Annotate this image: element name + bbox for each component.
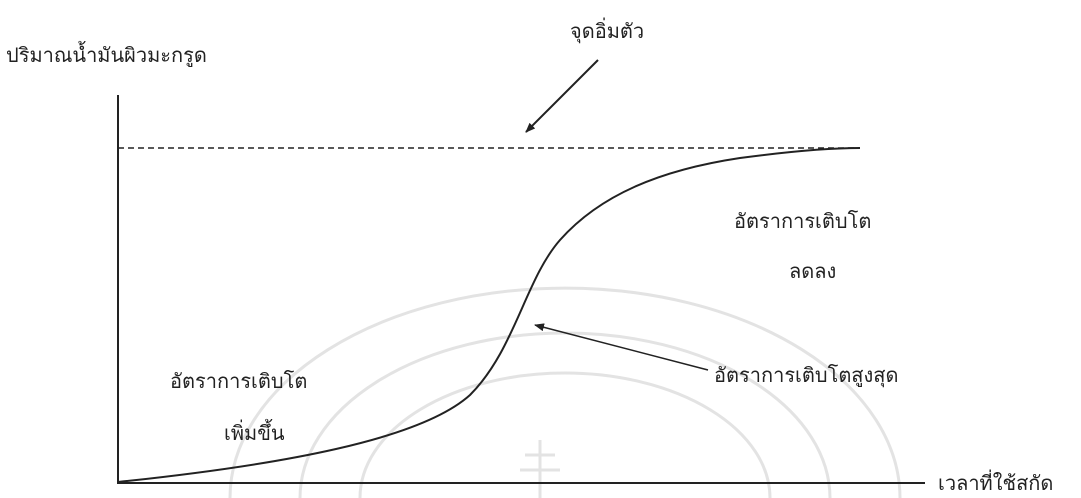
saturation-arrow	[525, 59, 599, 133]
increasing-rate-label-line-1: อัตราการเติบโต	[170, 369, 307, 393]
increasing-rate-label-line-2: เพิ่มขึ้น	[224, 419, 285, 445]
watermark-seal	[228, 286, 902, 498]
growth-curve	[117, 147, 861, 483]
saturation-label: จุดอิ่มตัว	[570, 17, 644, 44]
decreasing-rate-label-line-1: อัตราการเติบโต	[734, 209, 871, 233]
max-rate-arrow	[534, 323, 709, 371]
decreasing-rate-label-line-2: ลดลง	[789, 259, 836, 283]
max-rate-label: อัตราการเติบโตสูงสุด	[714, 363, 898, 388]
x-axis-label: เวลาที่ใช้สกัด	[938, 469, 1053, 495]
y-axis-label: ปริมาณน้ำมันผิวมะกรูด	[6, 41, 207, 68]
